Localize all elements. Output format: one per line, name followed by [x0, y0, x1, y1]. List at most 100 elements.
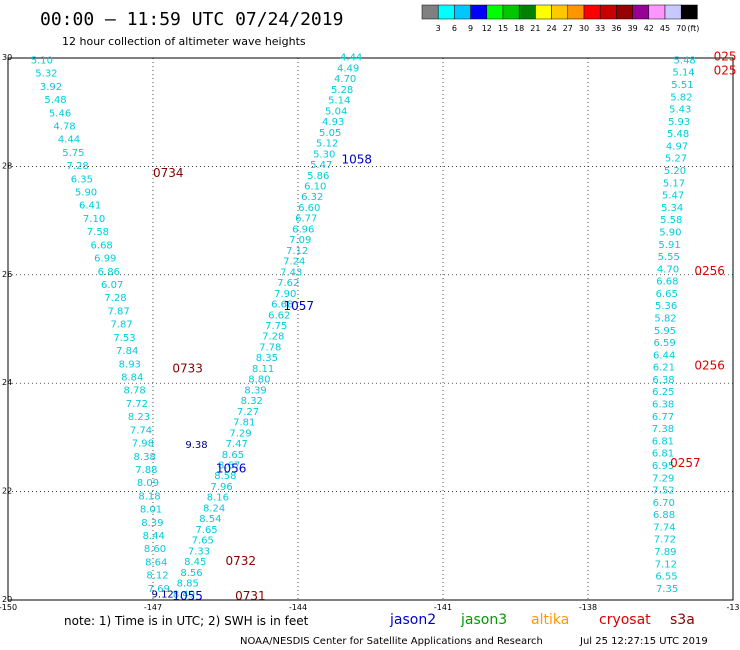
colorbar-label: 12: [482, 24, 492, 33]
wave-height-label: 5.95: [654, 326, 676, 337]
pass-time-label: 1055: [172, 589, 203, 603]
wave-height-label: 7.38: [652, 424, 674, 435]
wave-height-label: 8.38: [134, 452, 156, 463]
wave-height-label: 4.44: [58, 135, 80, 146]
wave-height-label: 7.58: [87, 227, 109, 238]
wave-height-label: 6.68: [271, 300, 293, 311]
wave-height-label: 8.23: [128, 412, 150, 423]
wave-height-label: 7.98: [132, 439, 154, 450]
wave-height-label: 7.78: [259, 342, 281, 353]
wave-height-label: 5.47: [662, 191, 684, 202]
wave-height-label: 7.35: [656, 584, 678, 595]
x-tick-label: -138: [579, 603, 597, 612]
colorbar-swatch: [502, 4, 520, 20]
wave-height-label: 4.70: [334, 74, 356, 85]
wave-height-label: 5.82: [670, 92, 692, 103]
colorbar: 3 6 9 12 15 18 21 24 27 30 33 36 39 42 45 70 (ft): [421, 4, 699, 33]
pass-time-label: 0732: [226, 554, 257, 568]
wave-height-label: 6.68: [91, 240, 113, 251]
wave-height-label: 7.28: [104, 293, 126, 304]
wave-height-label: 5.90: [75, 188, 97, 199]
wave-height-label: 5.05: [319, 128, 341, 139]
wave-height-label: 6.81: [652, 436, 674, 447]
pass-time-label: 0733: [172, 361, 203, 375]
wave-height-label: 8.67: [218, 461, 240, 472]
wave-height-label: 6.21: [653, 363, 675, 374]
wave-height-label: 7.72: [654, 535, 676, 546]
y-tick-label: 26: [2, 270, 12, 279]
wave-height-label: 6.25: [652, 387, 674, 398]
wave-height-label: 6.38: [652, 375, 674, 386]
plot-frame: [7, 57, 734, 601]
wave-height-label: 8.24: [203, 503, 225, 514]
legend-entry-jason2: jason2: [389, 612, 436, 628]
colorbar-label: 27: [563, 24, 573, 33]
wave-height-label: 5.04: [325, 106, 347, 117]
wave-height-label: 7.09: [289, 235, 311, 246]
wave-height-label: 7.28: [67, 161, 89, 172]
wave-height-label: 7.69: [148, 584, 170, 595]
colorbar-label: 45: [660, 24, 670, 33]
wave-height-label: 4.44: [340, 53, 362, 64]
colorbar-swatch: [648, 4, 666, 20]
wave-height-label: 6.68: [656, 277, 678, 288]
wave-height-label: 8.85: [177, 579, 199, 590]
colorbar-swatch: [470, 4, 488, 20]
pass-time-label: 025: [714, 50, 737, 64]
wave-height-label: 7.43: [280, 267, 302, 278]
colorbar-label: 18: [514, 24, 524, 33]
wave-height-label: 8.39: [244, 385, 266, 396]
colorbar-swatch: [454, 4, 471, 20]
pass-time-label: 1057: [284, 299, 315, 313]
wave-height-label: 6.60: [298, 203, 320, 214]
x-tick-label: -13: [726, 603, 739, 612]
legend-entry-cryosat: cryosat: [599, 612, 651, 628]
colorbar-swatch: [616, 4, 633, 20]
pass-time-label: 0256: [694, 264, 725, 278]
wave-height-label: 7.72: [126, 399, 148, 410]
wave-height-label: 6.96: [292, 224, 314, 235]
wave-height-label: 7.90: [274, 289, 296, 300]
wave-height-label: 5.17: [663, 178, 685, 189]
x-tick-label: -150: [0, 603, 17, 612]
colorbar-swatch: [518, 4, 536, 20]
colorbar-unit: (ft): [687, 24, 699, 33]
wave-height-label: 6.38: [652, 400, 674, 411]
wave-height-label: 5.93: [668, 117, 690, 128]
wave-height-label: 7.74: [653, 522, 675, 533]
wave-height-label: 5.55: [658, 252, 680, 263]
wave-height-label: 5.47: [310, 160, 332, 171]
y-tick-label: 20: [2, 595, 12, 604]
footer-timestamp: Jul 25 12:27:15 UTC 2019: [579, 636, 708, 647]
chart-subtitle: 12 hour collection of altimeter wave hei…: [62, 35, 306, 48]
colorbar-label: 6: [452, 24, 457, 33]
wave-height-label: 7.74: [130, 425, 152, 436]
wave-height-label: 5.28: [331, 85, 353, 96]
wave-height-label: 8.56: [180, 568, 202, 579]
wave-height-label: 8.60: [144, 544, 166, 555]
wave-height-label: 7.65: [192, 536, 214, 547]
colorbar-label: 24: [547, 24, 557, 33]
wave-height-label: 5.14: [672, 68, 694, 79]
data-tracks: 5.10 5.32 3.92 5.48 5.46 4.78 4.44 5.75 7.28 6.35…: [31, 53, 696, 601]
colorbar-swatch: [421, 4, 439, 20]
wave-height-label: 7.52: [652, 486, 674, 497]
satellite-legend: jason2 jason3 altika cryosat s3a: [389, 612, 695, 628]
colorbar-label: 70: [676, 24, 686, 33]
wave-height-label: 5.46: [49, 108, 71, 119]
legend-entry-s3a: s3a: [670, 612, 695, 628]
colorbar-swatch: [664, 4, 682, 20]
wave-height-label: 8.11: [252, 364, 274, 375]
wave-height-label: 7.62: [277, 278, 299, 289]
wave-height-label: 6.81: [652, 449, 674, 460]
wave-height-label: 8.32: [241, 396, 263, 407]
wave-height-label: 4.70: [657, 264, 679, 275]
wave-height-label: 6.41: [79, 201, 101, 212]
wave-height-label: 5.27: [665, 154, 687, 165]
wave-height-label: 7.12: [286, 246, 308, 257]
wave-height-label: 8.65: [222, 450, 244, 461]
wave-height-label: 7.88: [135, 465, 157, 476]
wave-height-label: 7.84: [116, 346, 138, 357]
